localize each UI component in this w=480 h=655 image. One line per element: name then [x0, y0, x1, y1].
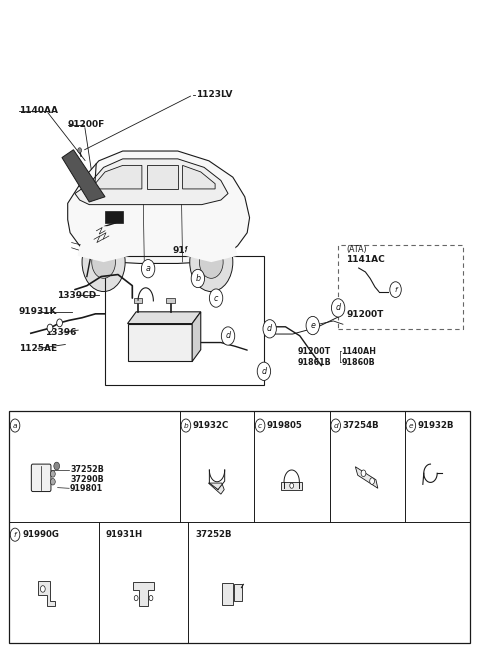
- Text: b: b: [184, 422, 188, 428]
- Text: 91932B: 91932B: [418, 421, 454, 430]
- Text: 919805: 919805: [267, 421, 302, 430]
- Circle shape: [191, 269, 204, 288]
- Circle shape: [221, 327, 235, 345]
- Text: 91990G: 91990G: [23, 530, 60, 539]
- Text: 91931K: 91931K: [19, 307, 58, 316]
- Bar: [9, 411, 470, 643]
- Circle shape: [306, 316, 320, 335]
- Text: d: d: [262, 367, 266, 376]
- Polygon shape: [128, 324, 192, 362]
- Circle shape: [209, 289, 223, 307]
- Text: 37252B: 37252B: [70, 466, 104, 474]
- Circle shape: [40, 586, 45, 592]
- Text: (ATA): (ATA): [346, 244, 367, 253]
- Text: 13396: 13396: [45, 328, 76, 337]
- Polygon shape: [75, 159, 228, 204]
- Text: 91200F: 91200F: [68, 121, 105, 130]
- Circle shape: [142, 259, 155, 278]
- Circle shape: [257, 362, 271, 381]
- Text: d: d: [267, 324, 272, 333]
- Text: 91931H: 91931H: [106, 530, 143, 539]
- Text: 37290B: 37290B: [70, 475, 104, 483]
- FancyBboxPatch shape: [222, 583, 233, 605]
- Circle shape: [390, 282, 401, 297]
- Wedge shape: [185, 226, 237, 262]
- Text: 1125AE: 1125AE: [19, 344, 57, 353]
- Text: 1141AC: 1141AC: [346, 255, 385, 264]
- Circle shape: [92, 246, 116, 278]
- Text: a: a: [13, 422, 17, 428]
- Text: 91932C: 91932C: [192, 421, 229, 430]
- Text: 91861B: 91861B: [298, 358, 331, 367]
- Text: c: c: [214, 293, 218, 303]
- Text: 1339CD: 1339CD: [57, 291, 96, 300]
- Text: e: e: [310, 321, 315, 330]
- Circle shape: [190, 233, 233, 291]
- Circle shape: [47, 324, 53, 332]
- Wedge shape: [78, 226, 130, 262]
- Text: e: e: [408, 422, 413, 428]
- Bar: [105, 255, 264, 385]
- Polygon shape: [94, 166, 142, 189]
- Circle shape: [263, 320, 276, 338]
- Circle shape: [78, 148, 82, 153]
- Polygon shape: [192, 312, 201, 362]
- Text: 37254B: 37254B: [342, 421, 379, 430]
- Text: d: d: [226, 331, 230, 341]
- Circle shape: [82, 233, 125, 291]
- Circle shape: [290, 483, 294, 488]
- Text: 919801: 919801: [70, 484, 103, 493]
- Circle shape: [199, 246, 223, 278]
- Bar: [166, 298, 175, 303]
- Circle shape: [149, 595, 153, 601]
- Bar: [134, 298, 143, 303]
- Text: a: a: [145, 264, 151, 273]
- Circle shape: [50, 471, 55, 477]
- Text: 1140AH: 1140AH: [341, 346, 376, 356]
- Circle shape: [134, 595, 138, 601]
- Polygon shape: [128, 312, 201, 324]
- Polygon shape: [133, 582, 154, 606]
- FancyBboxPatch shape: [234, 584, 242, 601]
- Text: 91860A: 91860A: [173, 246, 211, 255]
- Text: d: d: [334, 422, 338, 428]
- Text: f: f: [394, 287, 397, 293]
- Text: c: c: [258, 422, 262, 428]
- Polygon shape: [182, 166, 215, 189]
- Circle shape: [50, 479, 55, 485]
- Circle shape: [54, 462, 60, 470]
- Bar: [338, 245, 463, 329]
- Text: f: f: [14, 532, 16, 538]
- Circle shape: [370, 478, 374, 484]
- Text: 91860B: 91860B: [341, 358, 375, 367]
- Polygon shape: [68, 151, 250, 263]
- Circle shape: [57, 319, 62, 327]
- Text: 1140AA: 1140AA: [19, 106, 58, 115]
- Polygon shape: [355, 467, 378, 488]
- Polygon shape: [105, 211, 123, 223]
- Circle shape: [361, 470, 366, 477]
- Text: 91200T: 91200T: [298, 346, 331, 356]
- Polygon shape: [62, 150, 105, 202]
- Polygon shape: [208, 483, 224, 494]
- FancyBboxPatch shape: [31, 464, 51, 491]
- Text: 91200T: 91200T: [346, 310, 384, 319]
- Polygon shape: [281, 481, 302, 489]
- Text: b: b: [195, 274, 201, 283]
- Text: 1123LV: 1123LV: [196, 90, 232, 100]
- Circle shape: [331, 299, 345, 317]
- Polygon shape: [38, 581, 55, 606]
- Text: 37252B: 37252B: [195, 530, 232, 539]
- Polygon shape: [147, 166, 178, 189]
- Text: d: d: [336, 303, 341, 312]
